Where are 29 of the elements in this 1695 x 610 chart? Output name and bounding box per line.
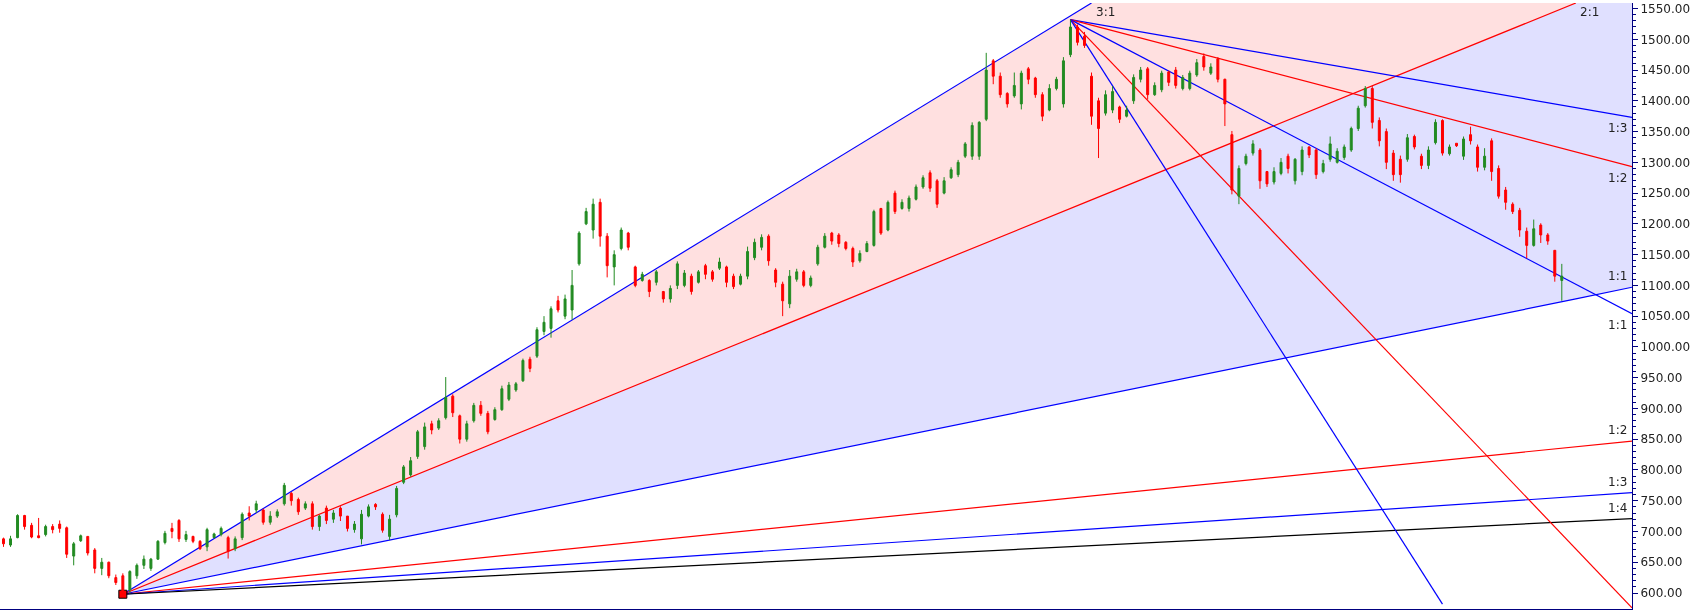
y-tick-label: 1250.00 bbox=[1640, 186, 1691, 201]
y-tick-label: 1200.00 bbox=[1640, 217, 1691, 232]
y-tick-label: 800.00 bbox=[1640, 463, 1683, 478]
y-tick-label: 650.00 bbox=[1640, 555, 1683, 570]
series-label: 2:1 bbox=[1580, 5, 1600, 19]
y-tick-label: 900.00 bbox=[1640, 401, 1683, 416]
y-tick-label: 1550.00 bbox=[1640, 1, 1691, 16]
y-tick-label: 1450.00 bbox=[1640, 63, 1691, 78]
series-label: 1:3 bbox=[1608, 475, 1628, 489]
y-tick-label: 1100.00 bbox=[1640, 278, 1691, 293]
series-label: 1:1 bbox=[1608, 269, 1628, 283]
y-tick-label: 1350.00 bbox=[1640, 124, 1691, 139]
y-tick-label: 1300.00 bbox=[1640, 155, 1691, 170]
series-label: 1:1 bbox=[1608, 318, 1628, 332]
series-label: 1:2 bbox=[1608, 171, 1628, 185]
y-tick-label: 1150.00 bbox=[1640, 247, 1691, 262]
y-tick-label: 1000.00 bbox=[1640, 340, 1691, 355]
y-tick-label: 700.00 bbox=[1640, 524, 1683, 539]
y-tick-label: 850.00 bbox=[1640, 432, 1683, 447]
y-tick-label: 950.00 bbox=[1640, 370, 1683, 385]
series-label: 1:3 bbox=[1608, 121, 1628, 135]
series-label: 1:4 bbox=[1608, 501, 1628, 515]
y-tick-label: 1050.00 bbox=[1640, 309, 1691, 324]
y-tick-label: 750.00 bbox=[1640, 493, 1683, 508]
y-tick-label: 600.00 bbox=[1640, 586, 1683, 601]
series-label: 3:1 bbox=[1096, 5, 1116, 19]
series-label: 1:2 bbox=[1608, 423, 1628, 437]
y-tick-label: 1400.00 bbox=[1640, 94, 1691, 109]
y-tick-label: 1500.00 bbox=[1640, 32, 1691, 47]
